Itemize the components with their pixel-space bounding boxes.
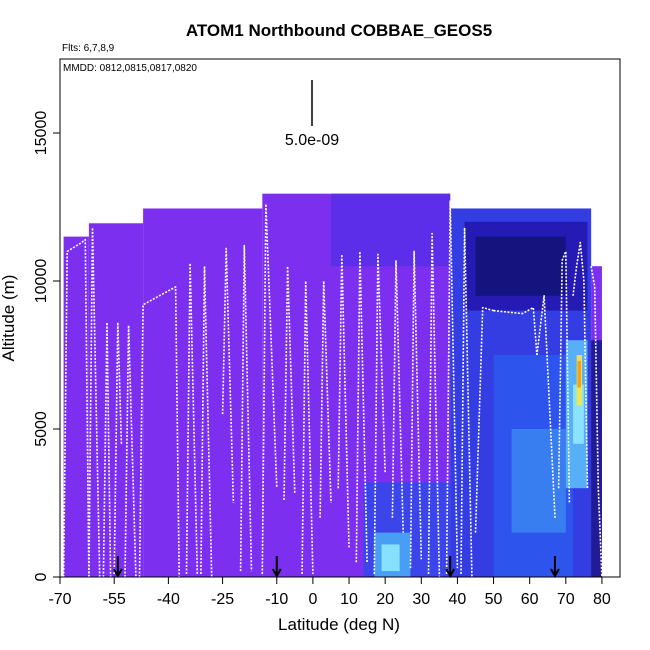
flight-track-5 <box>138 286 180 578</box>
y-tick-label-1: 5000 <box>33 411 50 447</box>
x-tick-label-2: -40 <box>157 591 180 608</box>
flight-track-8 <box>221 247 235 504</box>
model-curtain <box>63 193 602 578</box>
field-block-6 <box>511 429 566 533</box>
flight-track-17 <box>391 259 404 533</box>
scale-label: 5.0e-09 <box>285 132 339 149</box>
flight-track-24 <box>536 294 556 518</box>
flight-track-15 <box>355 250 368 563</box>
x-axis: -70 -55 -40 -25 -10 0 10 20 30 40 50 60 70 80 <box>48 577 611 608</box>
flight-track-26 <box>572 241 589 489</box>
flight-track-18 <box>409 250 423 569</box>
flight-track-10 <box>261 203 278 575</box>
field-block-3 <box>475 236 566 296</box>
flight-track-6 <box>185 262 199 575</box>
y-tick-label-2: 10000 <box>33 259 50 304</box>
flight-track-25 <box>557 250 571 504</box>
x-tick-label-9: 40 <box>449 591 467 608</box>
flight-track-16 <box>373 253 386 575</box>
flight-track-7 <box>200 265 213 578</box>
flight-arrows <box>112 556 560 579</box>
x-tick-label-12: 70 <box>557 591 575 608</box>
flight-track-2 <box>102 321 112 578</box>
x-tick-label-8: 30 <box>412 591 430 608</box>
arrow-head-1 <box>271 568 282 579</box>
x-tick-label-10: 50 <box>485 591 503 608</box>
field-block-13 <box>591 340 602 577</box>
arrow-head-0 <box>112 568 123 579</box>
arrow-head-2 <box>445 568 456 579</box>
plot-frame <box>59 58 621 578</box>
x-tick-label-0: -70 <box>48 591 71 608</box>
flight-track-3 <box>113 321 123 575</box>
flight-tracks <box>62 200 603 578</box>
field-block-12 <box>577 360 581 388</box>
x-tick-label-1: -55 <box>103 591 126 608</box>
curtain-segment-2 <box>143 208 263 578</box>
x-tick-label-11: 60 <box>521 591 539 608</box>
x-tick-label-4: -10 <box>265 591 288 608</box>
x-tick-label-6: 10 <box>340 591 358 608</box>
field-block-10 <box>573 384 584 444</box>
flight-track-27 <box>590 266 603 578</box>
flight-track-0 <box>62 238 90 578</box>
field-block-8 <box>381 544 400 572</box>
flights-annotation: Flts: 6,7,8,9 <box>62 43 115 54</box>
flight-track-22 <box>474 306 494 533</box>
arrow-head-3 <box>550 568 560 579</box>
flight-track-9 <box>239 244 253 572</box>
x-tick-label-7: 20 <box>376 591 394 608</box>
flight-track-20 <box>445 200 459 575</box>
y-tick-label-0: 0 <box>33 572 50 581</box>
dates-annotation: MMDD: 0812,0815,0817,0820 <box>63 63 197 74</box>
flight-track-14 <box>337 253 350 548</box>
field-block-0 <box>330 193 451 267</box>
flight-track-13 <box>319 280 332 518</box>
y-tick-label-3: 15000 <box>33 111 50 156</box>
x-axis-label: Latitude (deg N) <box>278 615 400 634</box>
flight-track-21 <box>460 226 473 578</box>
curtain-segment-0 <box>63 236 89 577</box>
flight-track-19 <box>427 232 441 578</box>
chart-title: ATOM1 Northbound COBBAE_GEOS5 <box>186 21 492 40</box>
flight-track-23 <box>493 306 538 356</box>
y-axis-label: Altitude (m) <box>0 275 18 362</box>
curtain-segment-1 <box>88 223 144 577</box>
x-tick-label-13: 80 <box>593 591 611 608</box>
flight-track-12 <box>301 280 314 575</box>
flight-track-1 <box>88 226 101 578</box>
x-tick-label-3: -25 <box>211 591 234 608</box>
x-tick-label-5: 0 <box>308 591 317 608</box>
y-axis: 0 5000 10000 15000 <box>33 111 60 581</box>
flight-track-11 <box>283 265 296 501</box>
